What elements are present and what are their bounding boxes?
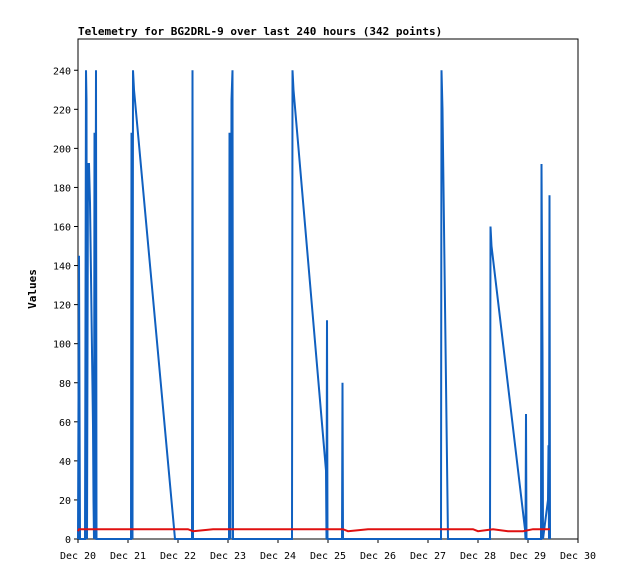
y-tick-label: 100 [53, 340, 71, 351]
x-tick-label: Dec 28 [460, 551, 496, 562]
y-tick-label: 0 [65, 535, 71, 546]
y-tick-label: 120 [53, 301, 71, 312]
x-tick-label: Dec 25 [310, 551, 346, 562]
x-tick-label: Dec 24 [260, 551, 296, 562]
y-tick-label: 220 [53, 105, 71, 116]
series-line-2 [77, 528, 550, 533]
y-tick-label: 140 [53, 262, 71, 273]
x-tick-label: Dec 20 [60, 551, 96, 562]
y-axis: 0 20 40 60 80 100 120 140 160 180 200 220 240 [53, 66, 78, 546]
x-tick-label: Dec 26 [360, 551, 396, 562]
y-tick-label: 240 [53, 66, 71, 77]
y-tick-label: 180 [53, 183, 71, 194]
y-tick-label: 160 [53, 223, 71, 234]
x-axis: Dec 20 Dec 21 Dec 22 Dec 23 Dec 24 Dec 25 Dec … [60, 539, 596, 562]
y-tick-label: 60 [59, 418, 71, 429]
y-tick-label: 20 [59, 496, 71, 507]
x-tick-label: Dec 23 [210, 551, 246, 562]
y-tick-label: 80 [59, 379, 71, 390]
y-axis-label: Values [26, 269, 39, 309]
x-tick-label: Dec 27 [410, 551, 446, 562]
x-tick-label: Dec 21 [110, 551, 146, 562]
x-tick-label: Dec 30 [560, 551, 596, 562]
series-layer [77, 70, 551, 540]
y-tick-label: 40 [59, 457, 71, 468]
x-tick-label: Dec 22 [160, 551, 196, 562]
x-tick-label: Dec 29 [510, 551, 546, 562]
chart-title: Telemetry for BG2DRL-9 over last 240 hou… [78, 25, 442, 38]
series-line-1 [77, 70, 551, 540]
y-tick-label: 200 [53, 144, 71, 155]
